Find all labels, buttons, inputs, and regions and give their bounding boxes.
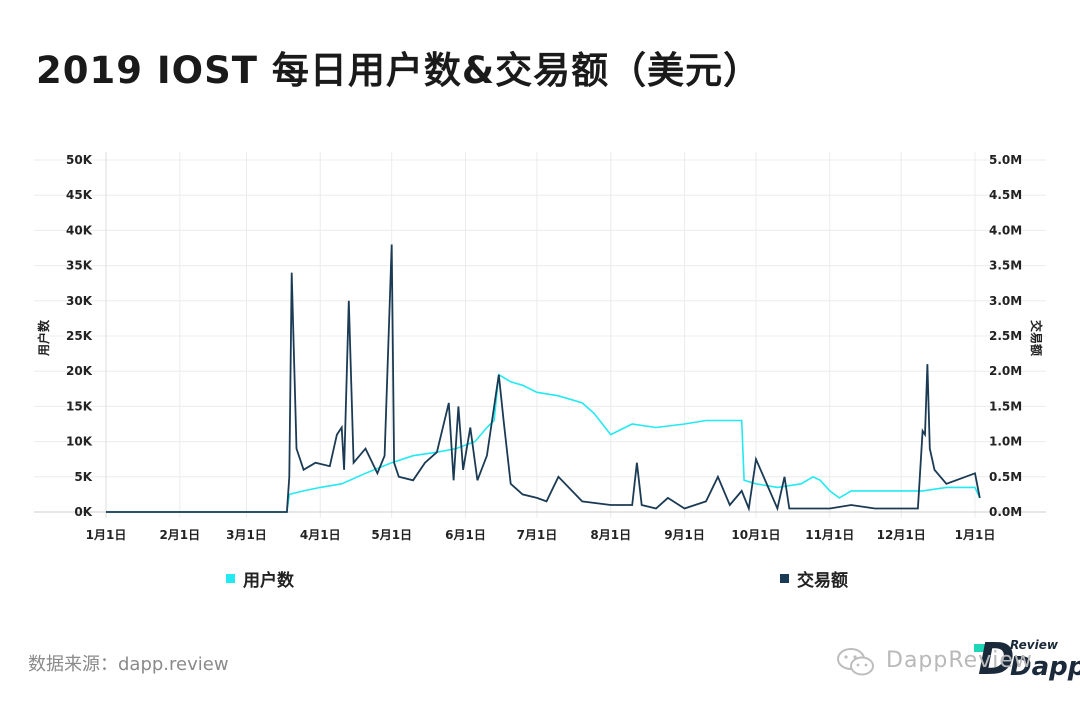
y-tick-label-right: 2.0M bbox=[989, 364, 1022, 378]
brand-watermark: D Review Dapp DappReview bbox=[836, 632, 1080, 692]
x-tick-label: 4月1日 bbox=[300, 528, 341, 542]
chart-title: 2019 IOST 每日用户数&交易额（美元） bbox=[36, 49, 762, 92]
legend-swatch-users bbox=[226, 574, 235, 583]
y-axis-right: 0.0M 0.5M 1.0M 1.5M 2.0M 2.5M 3.0M 3.5M 4.0M 4.5M… bbox=[989, 153, 1022, 519]
y-tick-label-right: 1.5M bbox=[989, 399, 1022, 413]
y-axis-right-label: 交易额 bbox=[1029, 320, 1044, 356]
logo-dapp-text: Dapp bbox=[1010, 652, 1080, 682]
y-tick-label-right: 4.5M bbox=[989, 188, 1022, 202]
series-line-volume bbox=[106, 244, 981, 513]
x-tick-label: 8月1日 bbox=[590, 528, 631, 542]
y-axis-left-label: 用户数 bbox=[36, 319, 51, 357]
x-tick-label: 9月1日 bbox=[664, 528, 705, 542]
y-tick-label-left: 5K bbox=[74, 470, 92, 484]
series-line-users bbox=[106, 373, 981, 513]
x-tick-label: 1月1日 bbox=[86, 528, 127, 542]
x-tick-label: 7月1日 bbox=[517, 528, 558, 542]
watermark-text: DappReview bbox=[886, 648, 1033, 673]
legend-label-volume: 交易额 bbox=[797, 571, 848, 591]
x-tick-label: 5月1日 bbox=[371, 528, 412, 542]
y-tick-label-left: 0K bbox=[74, 505, 92, 519]
logo-review-text: Review bbox=[1010, 638, 1058, 652]
y-tick-label-left: 35K bbox=[66, 259, 93, 273]
y-tick-label-left: 45K bbox=[66, 188, 93, 202]
y-tick-label-left: 25K bbox=[66, 329, 93, 343]
y-tick-label-left: 30K bbox=[66, 294, 93, 308]
legend-label-users: 用户数 bbox=[243, 571, 294, 591]
y-tick-label-right: 3.5M bbox=[989, 259, 1022, 273]
x-tick-label: 3月1日 bbox=[226, 528, 267, 542]
y-tick-label-right: 4.0M bbox=[989, 223, 1022, 237]
y-tick-label-left: 40K bbox=[66, 223, 93, 237]
logo-accent-bar bbox=[974, 644, 990, 652]
y-tick-label-left: 20K bbox=[66, 364, 93, 378]
data-source-note: 数据来源：dapp.review bbox=[28, 654, 229, 675]
y-tick-label-right: 5.0M bbox=[989, 153, 1022, 167]
y-tick-label-right: 3.0M bbox=[989, 294, 1022, 308]
x-tick-label: 1月1日 bbox=[955, 528, 996, 542]
grid-lines bbox=[34, 152, 1046, 518]
legend-item-users: 用户数 bbox=[226, 566, 294, 591]
y-tick-label-left: 15K bbox=[66, 399, 93, 413]
y-tick-label-left: 10K bbox=[66, 435, 93, 449]
y-tick-label-right: 0.5M bbox=[989, 470, 1022, 484]
logo-d-mark: D bbox=[978, 634, 1015, 685]
y-tick-label-right: 1.0M bbox=[989, 435, 1022, 449]
x-tick-label: 6月1日 bbox=[445, 528, 486, 542]
y-tick-label-right: 2.5M bbox=[989, 329, 1022, 343]
y-axis-left: 0K 5K 10K 15K 20K 25K 30K 35K 40K 45K 50K bbox=[66, 153, 93, 519]
wechat-icon bbox=[837, 648, 874, 676]
y-tick-label-right: 0.0M bbox=[989, 505, 1022, 519]
x-axis: 1月1日 2月1日 3月1日 4月1日 5月1日 6月1日 7月1日 8月1日 9月1日 10月1… bbox=[86, 528, 996, 542]
y-tick-label-left: 50K bbox=[66, 153, 93, 167]
x-tick-label: 12月1日 bbox=[877, 528, 926, 542]
dapp-review-logo: D Review Dapp bbox=[970, 632, 1080, 690]
legend-item-volume: 交易额 bbox=[780, 566, 848, 591]
x-tick-label: 10月1日 bbox=[731, 528, 780, 542]
x-tick-label: 11月1日 bbox=[805, 528, 854, 542]
x-tick-label: 2月1日 bbox=[159, 528, 200, 542]
legend-swatch-volume bbox=[780, 574, 789, 583]
